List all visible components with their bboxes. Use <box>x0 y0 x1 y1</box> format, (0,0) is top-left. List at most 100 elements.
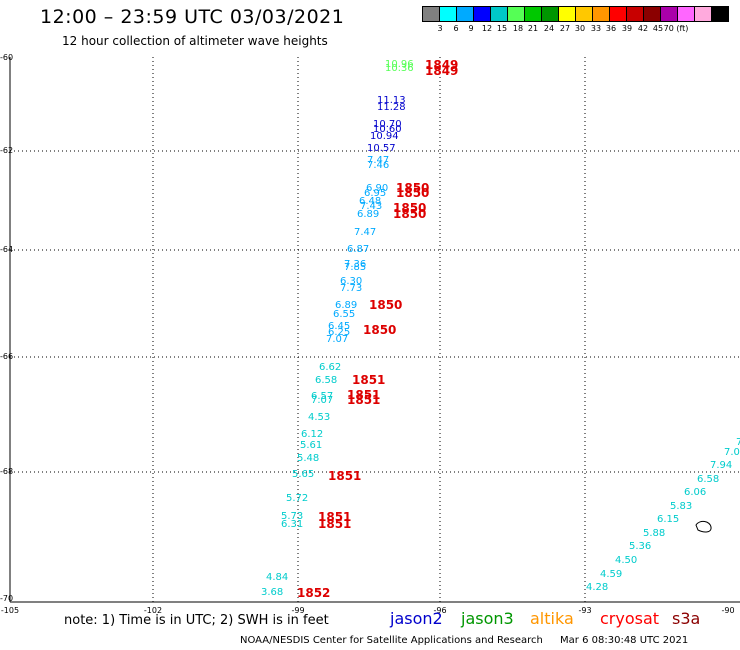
chart-subtitle: 12 hour collection of altimeter wave hei… <box>62 34 328 48</box>
footer-agency: NOAA/NESDIS Center for Satellite Applica… <box>240 635 543 646</box>
map-grid <box>9 57 740 603</box>
wave-height-value: 5.36 <box>629 541 652 552</box>
pass-time-label: 1851 <box>347 393 381 407</box>
pass-time-label: 1850 <box>369 298 403 312</box>
lat-label: -62 <box>0 146 14 155</box>
wave-height-value: 7.94 <box>710 460 733 471</box>
legend-tick-label: 15 <box>496 24 508 33</box>
wave-height-value: 6.31 <box>281 519 304 530</box>
chart-title: 12:00 – 23:59 UTC 03/03/2021 <box>40 6 345 28</box>
wave-height-value: 6.25 <box>328 327 351 338</box>
wave-height-value: 7.47 <box>367 155 390 166</box>
lat-label: -64 <box>0 245 14 254</box>
wave-height-value: 10.70 <box>373 119 402 130</box>
wave-height-value: 6.87 <box>347 244 370 255</box>
wave-height-value: 6.89 <box>357 209 380 220</box>
pass-time-label: 1850 <box>393 201 427 215</box>
legend-swatch <box>541 6 559 22</box>
wave-height-value: 7.46 <box>367 160 390 171</box>
wave-height-value: 11.13 <box>377 95 406 106</box>
legend-swatches <box>422 6 729 22</box>
lat-label: -60 <box>0 53 14 62</box>
wave-height-value: 10.36 <box>385 63 414 74</box>
wave-height-value: 6.62 <box>319 362 342 373</box>
legend-swatch <box>694 6 712 22</box>
wave-height-value: 6.48 <box>359 196 382 207</box>
wave-height-value: 6.58 <box>697 474 720 485</box>
wave-height-value: 4.28 <box>586 582 609 593</box>
lon-label: -102 <box>143 606 163 615</box>
pass-time-label: 1851 <box>328 469 362 483</box>
wave-height-value: 7.07 <box>326 334 349 345</box>
legend-tick-label: 36 <box>605 24 617 33</box>
wave-height-value: 7.73 <box>340 283 363 294</box>
satellite-label-cryosat: cryosat <box>600 609 660 628</box>
wave-height-value: 7 <box>736 437 740 448</box>
wave-height-value: 5.65 <box>292 469 315 480</box>
legend-tick-label: 30 <box>574 24 586 33</box>
wave-height-value: 7.43 <box>360 201 383 212</box>
legend-swatch <box>456 6 474 22</box>
wave-height-value: 11.28 <box>377 102 406 113</box>
wave-height-value: 6.45 <box>328 321 351 332</box>
wave-height-value: 6.57 <box>311 391 334 402</box>
pass-time-label: 1852 <box>297 586 331 600</box>
wave-height-value: 4.84 <box>266 572 289 583</box>
legend-swatch <box>422 6 440 22</box>
legend-swatch <box>524 6 542 22</box>
wave-height-value: 6.12 <box>301 429 324 440</box>
satellite-label-s3a: s3a <box>672 609 701 628</box>
wave-height-value: 5.48 <box>297 453 320 464</box>
footer-timestamp: Mar 6 08:30:48 UTC 2021 <box>560 635 689 646</box>
wave-height-value: 4.59 <box>600 569 623 580</box>
satellite-label-jason3: jason3 <box>461 609 514 628</box>
legend-swatch <box>575 6 593 22</box>
pass-time-label: 1851 <box>347 388 381 402</box>
pass-time-label: 1850 <box>396 186 430 200</box>
legend-labels: 3 6 9 12 15 18 21 24 27 30 33 36 39 42 45 70 (ft) <box>422 22 728 34</box>
lat-label: -68 <box>0 467 14 476</box>
wave-height-value: 7.85 <box>344 262 367 273</box>
legend-swatch <box>711 6 729 22</box>
pass-time-label: 1850 <box>396 181 430 195</box>
wave-height-value: 6.89 <box>335 300 358 311</box>
wave-height-value: 7.0 <box>724 447 740 458</box>
map-plot-area: 10.96 10.36 11.13 11.28 10.70 10.60 10.94 10.57… <box>9 57 740 604</box>
legend-tick-label: 27 <box>559 24 571 33</box>
wave-height-value: 6.06 <box>684 487 707 498</box>
wave-height-value: 6.15 <box>657 514 680 525</box>
wave-height-value: 7.07 <box>311 395 334 406</box>
legend-tick-label: 70 (ft) <box>663 24 689 33</box>
legend-swatch <box>643 6 661 22</box>
island-outline <box>695 520 712 533</box>
wave-height-value: 7.36 <box>344 259 367 270</box>
legend-swatch <box>592 6 610 22</box>
wave-height-value: 6.30 <box>340 276 363 287</box>
wave-height-value: 5.88 <box>643 528 666 539</box>
legend-tick-label: 39 <box>621 24 633 33</box>
wave-height-value: 6.90 <box>366 183 389 194</box>
pass-time-label: 1850 <box>393 207 427 221</box>
units-note: note: 1) Time is in UTC; 2) SWH is in fe… <box>64 613 329 628</box>
wave-height-value: 7.47 <box>354 227 377 238</box>
wave-height-value: 10.94 <box>370 131 399 142</box>
color-legend: 3 6 9 12 15 18 21 24 27 30 33 36 39 42 45 70 (ft) <box>422 6 729 34</box>
legend-tick-label: 21 <box>527 24 539 33</box>
legend-swatch <box>490 6 508 22</box>
legend-swatch <box>626 6 644 22</box>
wave-height-value: 10.96 <box>385 59 414 70</box>
lon-label: -90 <box>721 606 735 615</box>
wave-height-value: 4.53 <box>308 412 331 423</box>
legend-tick-label: 18 <box>512 24 524 33</box>
lon-label: -93 <box>578 606 592 615</box>
wave-height-value: 5.73 <box>281 511 304 522</box>
wave-height-value: 5.72 <box>286 493 309 504</box>
wave-height-value: 10.60 <box>373 124 402 135</box>
legend-swatch <box>507 6 525 22</box>
pass-time-label: 1849 <box>425 58 459 72</box>
wave-height-value: 6.55 <box>333 309 356 320</box>
pass-time-label: 1850 <box>363 323 397 337</box>
legend-tick-label: 3 <box>437 24 443 33</box>
legend-swatch <box>660 6 678 22</box>
legend-tick-label: 24 <box>543 24 555 33</box>
